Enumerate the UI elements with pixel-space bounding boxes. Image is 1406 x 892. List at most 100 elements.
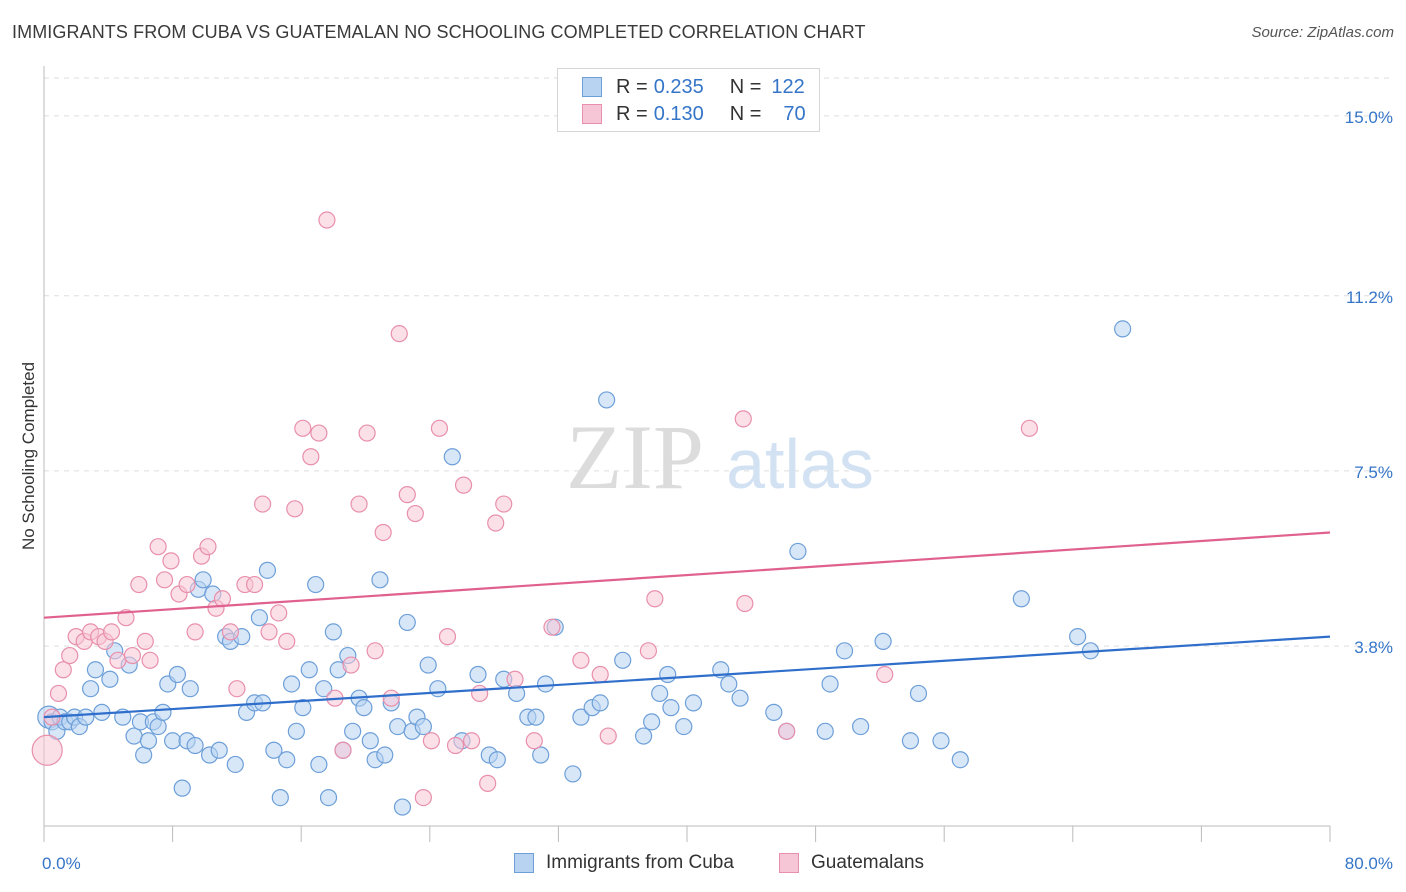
point-guatemalans [155, 571, 174, 589]
point-guatemalans [778, 722, 796, 740]
point-guatemalans [414, 788, 432, 807]
legend-r-value: 0.235 [653, 75, 704, 98]
point-cuba [315, 680, 333, 698]
point-cuba [591, 694, 609, 712]
point-guatemalans [302, 448, 320, 466]
point-guatemalans [318, 211, 336, 229]
point-guatemalans [734, 410, 752, 428]
point-guatemalans [438, 628, 457, 646]
point-cuba [181, 680, 199, 698]
point-cuba [86, 661, 105, 679]
point-guatemalans [525, 732, 543, 750]
legend-row-cuba: R = 0.235 N = 122 [582, 74, 805, 100]
point-cuba [282, 675, 301, 693]
chart-title: IMMIGRANTS FROM CUBA VS GUATEMALAN NO SC… [12, 22, 866, 42]
point-guatemalans [430, 419, 449, 437]
point-cuba [909, 684, 928, 703]
point-guatemalans [260, 623, 278, 641]
point-cuba [835, 642, 854, 660]
point-guatemalans [49, 684, 68, 703]
point-guatemalans [278, 632, 296, 650]
legend-r-label: R = [616, 75, 648, 98]
point-guatemalans [141, 651, 159, 669]
point-guatemalans [646, 590, 664, 608]
legend-r-label: R = [616, 102, 648, 125]
point-guatemalans [162, 552, 180, 570]
point-cuba [319, 788, 338, 807]
point-cuba [643, 713, 661, 731]
point-cuba [294, 699, 312, 717]
point-guatemalans [61, 646, 79, 665]
point-cuba [1114, 320, 1132, 338]
point-cuba [488, 751, 506, 769]
point-guatemalans [54, 661, 72, 679]
bottom-legend-cuba: Immigrants from Cuba [514, 852, 734, 874]
point-guatemalans [254, 495, 272, 513]
point-guatemalans [270, 604, 288, 622]
point-cuba [901, 732, 920, 750]
point-guatemalans [102, 623, 121, 641]
point-guatemalans [358, 424, 376, 442]
point-guatemalans [286, 500, 304, 518]
point-cuba [598, 391, 616, 409]
point-cuba [932, 732, 950, 750]
bottom-legend-swatch-pink [779, 853, 799, 873]
point-cuba [662, 699, 680, 717]
x-tick-label: 0.0% [42, 854, 81, 873]
point-cuba [271, 788, 289, 807]
point-cuba [287, 722, 305, 740]
point-guatemalans [454, 476, 473, 494]
point-cuba [429, 680, 447, 698]
point-cuba [469, 665, 487, 684]
point-cuba [634, 727, 653, 745]
point-guatemalans [334, 741, 352, 759]
y-tick-label: 15.0% [1345, 108, 1393, 127]
point-cuba [300, 661, 318, 679]
trend-line-cuba [43, 635, 1331, 719]
axes [43, 66, 1331, 842]
point-cuba [250, 609, 269, 627]
point-cuba [101, 670, 119, 688]
point-guatemalans [374, 523, 392, 542]
point-guatemalans [117, 609, 135, 627]
bottom-legend-label-cuba: Immigrants from Cuba [546, 852, 734, 873]
point-cuba [194, 571, 212, 589]
point-guatemalans [186, 623, 204, 641]
point-cuba [789, 542, 807, 561]
point-cuba [307, 575, 325, 594]
point-cuba [443, 448, 461, 466]
point-cuba [852, 717, 870, 736]
point-cuba [139, 732, 158, 750]
point-cuba [1069, 628, 1087, 646]
y-tick-label: 7.5% [1354, 463, 1393, 482]
point-guatemalans [591, 665, 609, 684]
point-guatemalans [350, 495, 368, 513]
point-cuba [164, 732, 182, 750]
point-cuba [765, 703, 783, 721]
point-cuba [310, 755, 328, 774]
point-guatemalans [221, 623, 240, 641]
point-cuba [376, 746, 394, 764]
point-cuba [684, 694, 703, 712]
point-guatemalans [149, 538, 167, 556]
point-cuba [173, 779, 191, 797]
point-cuba [651, 684, 669, 703]
legend-n-value: 70 [783, 102, 806, 125]
point-cuba [154, 703, 172, 721]
source-label: Source: ZipAtlas.com [1251, 24, 1394, 41]
y-tick-label: 11.2% [1346, 288, 1393, 307]
point-cuba [186, 736, 204, 755]
point-cuba [149, 717, 167, 736]
trend-line-guatemalans [43, 531, 1331, 619]
legend: R = 0.235 N = 122 R = 0.130 N = 70 [557, 68, 820, 132]
point-cuba [82, 680, 100, 698]
point-cuba [816, 722, 834, 740]
point-cuba [414, 717, 432, 736]
point-guatemalans [1020, 419, 1038, 437]
legend-n-label: N = [729, 102, 762, 125]
y-axis-label: No Schooling Completed [19, 362, 38, 550]
point-cuba [77, 708, 95, 726]
watermark-zip: ZIP [566, 406, 704, 508]
point-cuba [210, 741, 228, 759]
